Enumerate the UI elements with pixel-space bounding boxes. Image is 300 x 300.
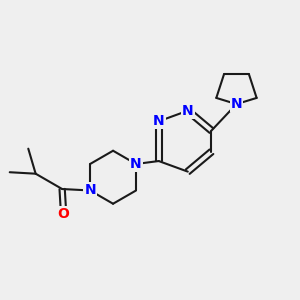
Text: O: O — [58, 207, 70, 221]
Text: N: N — [153, 114, 164, 128]
Text: N: N — [182, 104, 194, 118]
Text: N: N — [130, 157, 142, 171]
Text: N: N — [84, 184, 96, 197]
Text: N: N — [231, 97, 242, 111]
